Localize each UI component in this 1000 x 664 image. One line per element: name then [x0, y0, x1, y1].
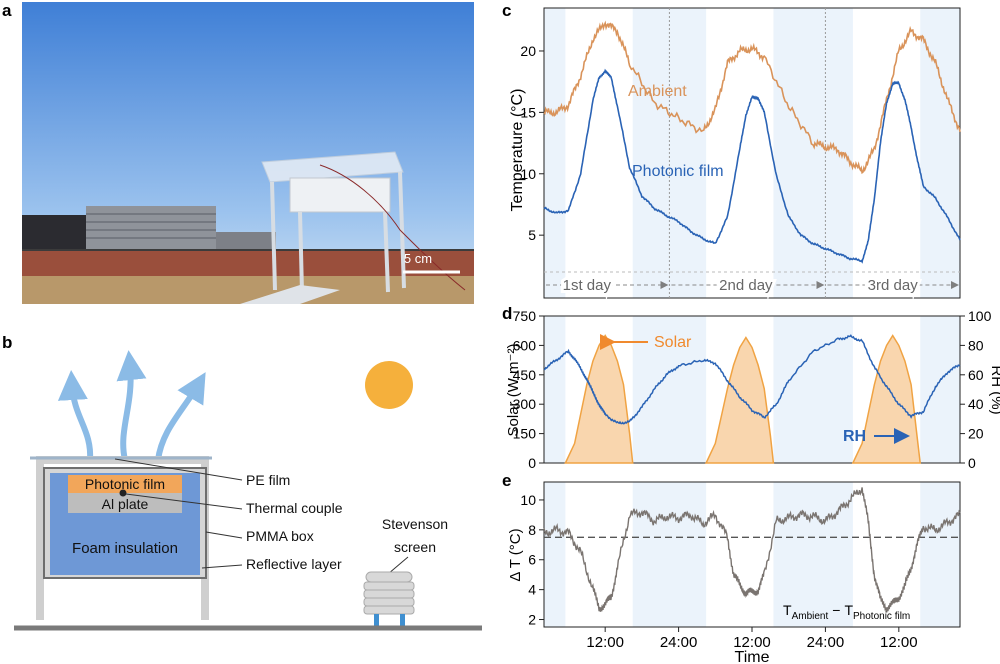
e-night-band-1	[544, 482, 566, 627]
callout-leaders	[114, 458, 243, 569]
series-label-rh: RH	[843, 428, 866, 445]
panel-label-e: e	[502, 471, 511, 490]
c-night-band-4	[920, 8, 960, 298]
emission-arrow-middle	[116, 350, 147, 463]
scale-bar-label: 5 cm	[404, 251, 432, 266]
c-series-ambient	[543, 20, 961, 175]
photo-sample-box	[289, 177, 391, 213]
solar-rh-chart: 0 150 300 450 600 750 0 20 40 60 80 100	[513, 308, 992, 471]
c-axes-frame	[543, 7, 961, 299]
e-x-tick-label-4: 12:00	[880, 634, 918, 651]
panel-label-c: c	[502, 1, 511, 20]
photo-panel: 5 cm	[22, 2, 474, 304]
c-night-band-1	[544, 8, 566, 298]
delta-t-definition: TAmbient − TPhotonic film	[783, 602, 910, 622]
stevenson-label-line2: screen	[394, 539, 436, 555]
d-yl-tick-label-1: 150	[513, 426, 537, 442]
series-label-ambient: Ambient	[628, 83, 687, 100]
c-y-tick-label-0: 5	[528, 227, 536, 243]
stevenson-leader	[387, 556, 409, 575]
series-label-solar: Solar	[654, 334, 692, 351]
delta-t-chart: 2 4 6 8 10 12:00 24:00 12:00 24:00 12:00	[520, 481, 961, 651]
d-yl-tick-label-2: 300	[513, 396, 537, 412]
e-x-tick-label-0: 12:00	[586, 634, 624, 651]
legend-ambient-sub: Ambient	[792, 611, 829, 622]
d-yl-tick-label-5: 750	[513, 308, 537, 324]
c-y-tick-label-2: 15	[520, 104, 536, 120]
callout-pmma-box: PMMA box	[246, 528, 314, 544]
d-series-rh	[543, 334, 961, 425]
day-label-1: 1st day	[563, 277, 612, 294]
e-x-tick-label-3: 24:00	[807, 634, 845, 651]
photo-building-windows	[86, 213, 216, 239]
emission-arrow-right	[155, 372, 206, 463]
d-night-band-3	[773, 316, 853, 463]
e-y-tick-label-4: 10	[520, 492, 536, 508]
d-yl-tick-label-4: 600	[513, 337, 537, 353]
callout-pe-film: PE film	[246, 472, 290, 488]
d-solar-area-1	[564, 334, 634, 464]
temperature-chart: 5 10 15 20	[520, 7, 961, 299]
callout-thermal-couple: Thermal couple	[246, 500, 343, 516]
time-axis-label: Time	[735, 649, 770, 664]
photonic-film-layer	[68, 475, 182, 493]
al-plate-label: Al plate	[102, 496, 149, 512]
callout-reflective-layer: Reflective layer	[246, 556, 342, 572]
sun-icon	[365, 361, 413, 409]
d-night-band-4	[920, 316, 960, 463]
e-y-tick-label-2: 6	[528, 552, 536, 568]
photonic-film-label: Photonic film	[85, 476, 165, 492]
d-yr-tick-label-5: 100	[968, 308, 992, 324]
e-x-tick-label-1: 24:00	[660, 634, 698, 651]
rh-axis-label: RH (%)	[988, 365, 1000, 414]
thermal-couple-dot	[119, 489, 127, 497]
e-x-tick-label-2: 12:00	[733, 634, 771, 651]
temperature-axis-label: Temperature (°C)	[509, 89, 526, 212]
e-y-tick-label-1: 4	[528, 582, 536, 598]
panel-label-b: b	[2, 333, 12, 352]
d-yl-tick-label-0: 0	[528, 455, 536, 471]
e-series-delta-t	[543, 487, 961, 613]
legend-photonic-sub: Photonic film	[853, 611, 910, 622]
d-yr-tick-label-1: 20	[968, 426, 984, 442]
c-y-tick-label-1: 10	[520, 166, 536, 182]
e-night-band-2	[632, 482, 707, 627]
photo-ground	[22, 276, 474, 304]
foam-insulation-label: Foam insulation	[72, 540, 178, 557]
d-yr-tick-label-3: 60	[968, 367, 984, 383]
e-y-tick-label-3: 8	[528, 522, 536, 538]
day-label-2: 2nd day	[719, 277, 773, 294]
delta-t-axis-label: Δ T (°C)	[507, 528, 524, 581]
c-y-tick-label-3: 20	[520, 43, 536, 59]
series-label-photonic-film: Photonic film	[632, 163, 724, 180]
e-night-band-4	[920, 482, 960, 627]
c-series-photonic-film	[543, 68, 961, 264]
photo-brick-wall	[22, 250, 474, 278]
d-night-band-1	[544, 316, 566, 463]
d-yr-tick-label-2: 40	[968, 396, 984, 412]
d-yr-tick-label-0: 0	[968, 455, 976, 471]
d-solar-area-2	[704, 336, 775, 464]
solar-axis-label: Solar (W m⁻²)	[505, 344, 522, 437]
emission-arrow-left	[57, 370, 94, 463]
photo-building-dark	[22, 215, 92, 255]
e-axes-frame	[543, 481, 961, 628]
legend-minus: −	[832, 602, 840, 618]
d-yr-tick-label-4: 80	[968, 337, 984, 353]
legend-t2: T	[844, 602, 853, 618]
legend-t1: T	[783, 602, 792, 618]
d-night-band-2	[632, 316, 707, 463]
panel-label-a: a	[2, 1, 12, 20]
schematic-panel: Photonic film Al plate Foam insulation P…	[14, 350, 482, 631]
photo-building-low	[216, 232, 276, 252]
stevenson-screen	[363, 571, 415, 626]
stevenson-label-line1: Stevenson	[382, 516, 448, 532]
panel-label-d: d	[502, 304, 512, 323]
e-y-tick-label-0: 2	[528, 612, 536, 628]
d-yl-tick-label-3: 450	[513, 367, 537, 383]
day-label-3: 3rd day	[868, 277, 919, 294]
